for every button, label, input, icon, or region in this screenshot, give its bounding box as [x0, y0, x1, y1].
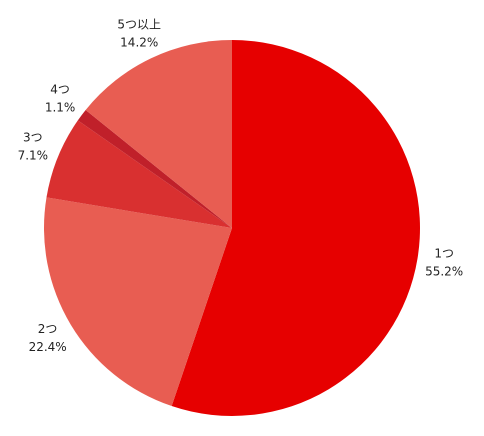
slice-category-label: 3つ	[23, 130, 43, 144]
pie-slice	[43, 197, 232, 407]
slice-value-label: 7.1%	[18, 148, 49, 162]
slice-value-label: 14.2%	[120, 36, 158, 50]
slice-category-label: 5つ以上	[117, 18, 161, 32]
slice-category-label: 1つ	[434, 246, 454, 260]
slice-value-label: 22.4%	[29, 340, 67, 354]
pie-slice	[85, 39, 233, 228]
slice-category-label: 4つ	[50, 82, 70, 96]
pie-slice	[77, 109, 233, 228]
slice-value-label: 1.1%	[45, 100, 76, 114]
slice-value-label: 55.2%	[425, 264, 463, 278]
pie-slice	[46, 120, 232, 228]
pie-slice	[171, 40, 420, 416]
slice-category-label: 2つ	[38, 322, 58, 336]
